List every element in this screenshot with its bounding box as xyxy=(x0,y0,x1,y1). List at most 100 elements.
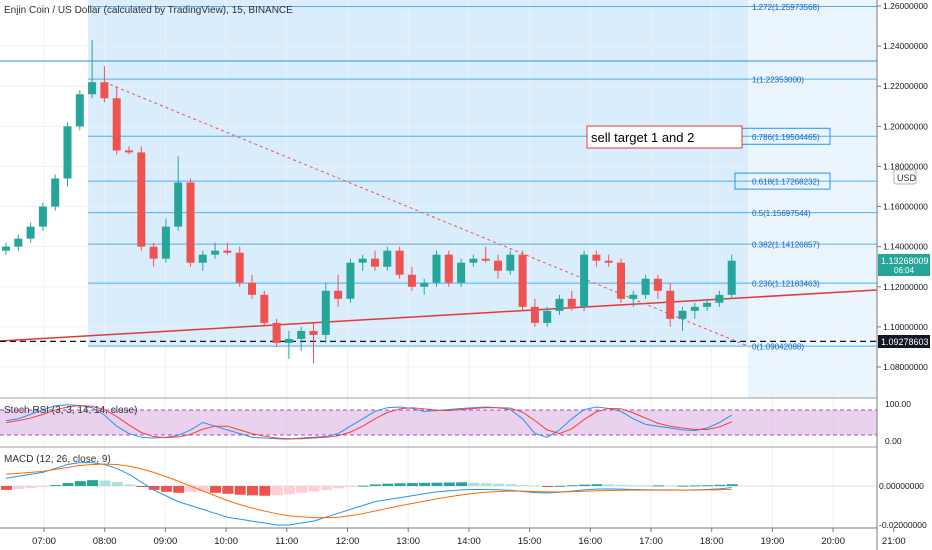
macd-histogram-bar xyxy=(714,484,726,486)
trend-lines xyxy=(0,81,878,347)
macd-histogram-bar xyxy=(566,485,578,487)
time-tick-label: 14:00 xyxy=(457,536,481,547)
time-tick-label: 11:00 xyxy=(275,536,298,547)
macd-histogram-bar xyxy=(591,484,603,486)
macd-line xyxy=(5,462,732,526)
stoch-pane-label: Stoch RSI (3, 3, 14, 14, close) xyxy=(4,405,137,416)
currency-label: USD xyxy=(897,173,917,183)
currency-badge[interactable] xyxy=(893,169,917,185)
candle-body xyxy=(321,290,330,335)
candle-body xyxy=(235,252,244,283)
price-tick-label: 1.20000000 xyxy=(883,121,928,131)
macd-histogram-bar xyxy=(419,482,431,486)
time-tick-label: 07:00 xyxy=(32,536,56,547)
candle-body xyxy=(481,258,490,261)
price-tick-label: 1.08000000 xyxy=(883,362,928,372)
candle-body xyxy=(407,274,416,287)
macd-histogram-bar xyxy=(394,483,406,486)
macd-series xyxy=(0,462,877,526)
macd-histogram-bar xyxy=(640,485,652,487)
grid-lines xyxy=(0,0,895,528)
candle-body xyxy=(530,306,539,323)
macd-histogram-bar xyxy=(357,485,369,487)
candle-body xyxy=(186,182,195,263)
candle-body xyxy=(198,254,207,263)
time-tick-label: 08:00 xyxy=(93,536,117,547)
time-tick-label: 20:00 xyxy=(821,536,845,547)
candle-body xyxy=(383,250,392,267)
macd-histogram-bar xyxy=(493,483,504,486)
macd-histogram-bar xyxy=(468,482,480,486)
fib-trend-diagonal xyxy=(104,81,749,347)
fib-level-label: 0(1.09042088) xyxy=(752,343,804,352)
candle-body xyxy=(149,246,158,259)
macd-tick-label: -0.02000000 xyxy=(879,520,927,530)
candle-body xyxy=(63,126,72,179)
candle-body xyxy=(174,182,183,227)
candle-body xyxy=(543,310,552,323)
macd-histogram-bar xyxy=(677,485,689,487)
time-tick-label: 17:00 xyxy=(639,536,663,547)
macd-histogram-bar xyxy=(702,485,714,487)
current-price-text: 1.13268009 xyxy=(881,256,929,266)
candle-body xyxy=(567,298,576,307)
candle-body xyxy=(617,262,625,299)
candle-body xyxy=(272,322,281,343)
chart-title: Enjin Coin / US Dollar (calculated by Tr… xyxy=(4,5,293,16)
rsi-tick-label: 0.00 xyxy=(885,436,902,446)
macd-histogram-bar xyxy=(234,486,246,495)
candle-body xyxy=(629,294,638,299)
time-tick-label: 19:00 xyxy=(761,536,785,547)
macd-histogram-bar xyxy=(99,480,111,486)
line-price-text: 1.09278603 xyxy=(881,337,929,347)
macd-histogram-bar xyxy=(1,486,12,490)
macd-histogram-bar xyxy=(554,485,566,487)
candle-body xyxy=(260,294,269,323)
candle-body xyxy=(555,298,564,311)
time-tick-label: 09:00 xyxy=(154,536,178,547)
macd-histogram-bar xyxy=(173,486,185,493)
candle-body xyxy=(506,254,515,271)
fib-level-label: 0.236(1.12183463) xyxy=(752,280,820,289)
fib-label-box xyxy=(734,172,831,190)
time-tick-label: 12:00 xyxy=(336,536,360,547)
macd-histogram-bar xyxy=(87,480,99,486)
macd-histogram-bar xyxy=(210,486,222,493)
candle-body xyxy=(690,306,699,311)
candle-body xyxy=(703,302,712,307)
macd-histogram-bar xyxy=(13,486,25,489)
fib-level-label: 0.786(1.19504465) xyxy=(752,133,820,142)
macd-histogram-bar xyxy=(283,486,295,495)
current-price-badge xyxy=(878,254,930,276)
macd-histogram-bar xyxy=(222,486,234,494)
candle-body xyxy=(297,330,306,339)
annotation-box[interactable] xyxy=(586,125,743,149)
candle-body xyxy=(580,254,589,307)
macd-histogram-bar xyxy=(480,483,492,486)
candle-body xyxy=(444,254,453,283)
macd-histogram-bar xyxy=(296,486,308,493)
candle-body xyxy=(112,98,121,151)
macd-histogram-bar xyxy=(579,484,591,486)
candle-body xyxy=(284,338,293,343)
macd-histogram-bar xyxy=(148,486,160,490)
stoch-rsi-lines xyxy=(5,404,732,440)
candle-body xyxy=(223,250,232,253)
macd-histogram-bar xyxy=(628,485,640,487)
macd-histogram-bar xyxy=(197,486,209,492)
candle-body xyxy=(678,310,687,319)
candlesticks xyxy=(2,40,736,363)
candle-body xyxy=(26,226,35,239)
macd-histogram-bar xyxy=(25,486,37,488)
macd-histogram-bar xyxy=(505,484,517,486)
price-tick-label: 1.10000000 xyxy=(883,322,928,332)
price-tick-label: 1.26000000 xyxy=(883,1,928,11)
macd-histogram-bar xyxy=(259,486,271,496)
price-tick-label: 1.16000000 xyxy=(883,202,928,212)
stoch-d-line xyxy=(5,404,732,440)
candle-body xyxy=(2,246,10,251)
macd-histogram-bar xyxy=(616,484,627,486)
macd-histogram-bar xyxy=(517,485,529,487)
macd-histogram-bar xyxy=(382,483,394,486)
